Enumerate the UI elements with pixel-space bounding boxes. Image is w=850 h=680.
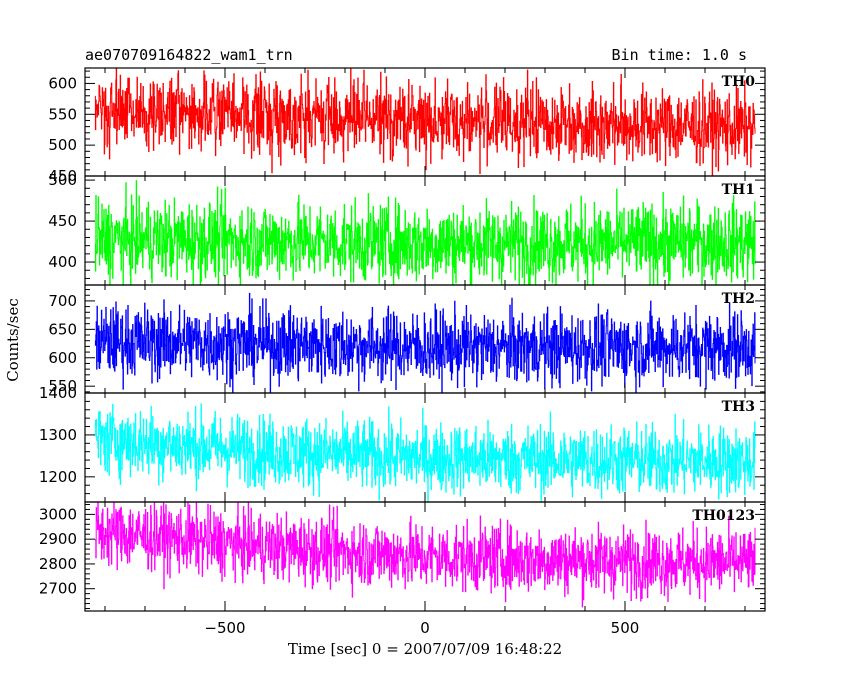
y-tick-label: 450 (48, 212, 77, 230)
y-tick-label: 600 (48, 349, 77, 367)
y-tick-label: 650 (48, 320, 77, 338)
y-tick-label: 1300 (39, 426, 77, 444)
panel-th2: 550 600 650 700 TH2 (48, 284, 766, 395)
bin-time-label: Bin time: 1.0 s (612, 46, 747, 64)
series-line-th0 (94, 68, 756, 176)
panel-th1: 400 450 500 TH1 (48, 171, 766, 286)
panel-label-th0: TH0 (722, 74, 756, 90)
series-line-th1 (94, 180, 756, 285)
x-axis-title: Time [sec] 0 = 2007/07/09 16:48:22 (288, 640, 562, 658)
y-tick-label: 550 (48, 105, 77, 123)
panel-th0: 450 500 550 600 TH0 (48, 67, 766, 185)
y-tick-label: 2800 (39, 555, 77, 573)
y-tick-label: 500 (48, 171, 77, 189)
y-axis-title: Counts/sec (4, 298, 22, 382)
panel-label-th0123: TH0123 (692, 508, 755, 524)
y-tick-label: 1200 (39, 468, 77, 486)
y-tick-label: 700 (48, 292, 77, 310)
x-tick-label: −500 (204, 619, 245, 637)
y-tick-label: 600 (48, 74, 77, 92)
panel-th3: 1200 1300 1400 TH3 (39, 384, 766, 503)
panel-label-th1: TH1 (722, 182, 755, 198)
y-tick-label: 450 (48, 167, 77, 185)
y-tick-label: 550 (48, 377, 77, 395)
y-tick-label: 1400 (39, 384, 77, 402)
panel-label-th2: TH2 (722, 291, 755, 307)
panel-label-th3: TH3 (722, 399, 755, 415)
series-line-th0123 (94, 502, 756, 608)
y-tick-label: 3000 (39, 505, 77, 523)
x-tick-label: 500 (611, 619, 640, 637)
panel-th0123: 2700 2800 2900 3000 TH0123 (39, 501, 766, 612)
y-tick-label: 2700 (39, 580, 77, 598)
series-line-th3 (94, 403, 756, 502)
series-line-th2 (94, 292, 756, 393)
x-tick-label: 0 (420, 619, 430, 637)
y-tick-label: 2900 (39, 530, 77, 548)
chart-title: ae070709164822_wam1_trn (85, 46, 293, 64)
y-tick-label: 400 (48, 253, 77, 271)
y-tick-label: 500 (48, 136, 77, 154)
